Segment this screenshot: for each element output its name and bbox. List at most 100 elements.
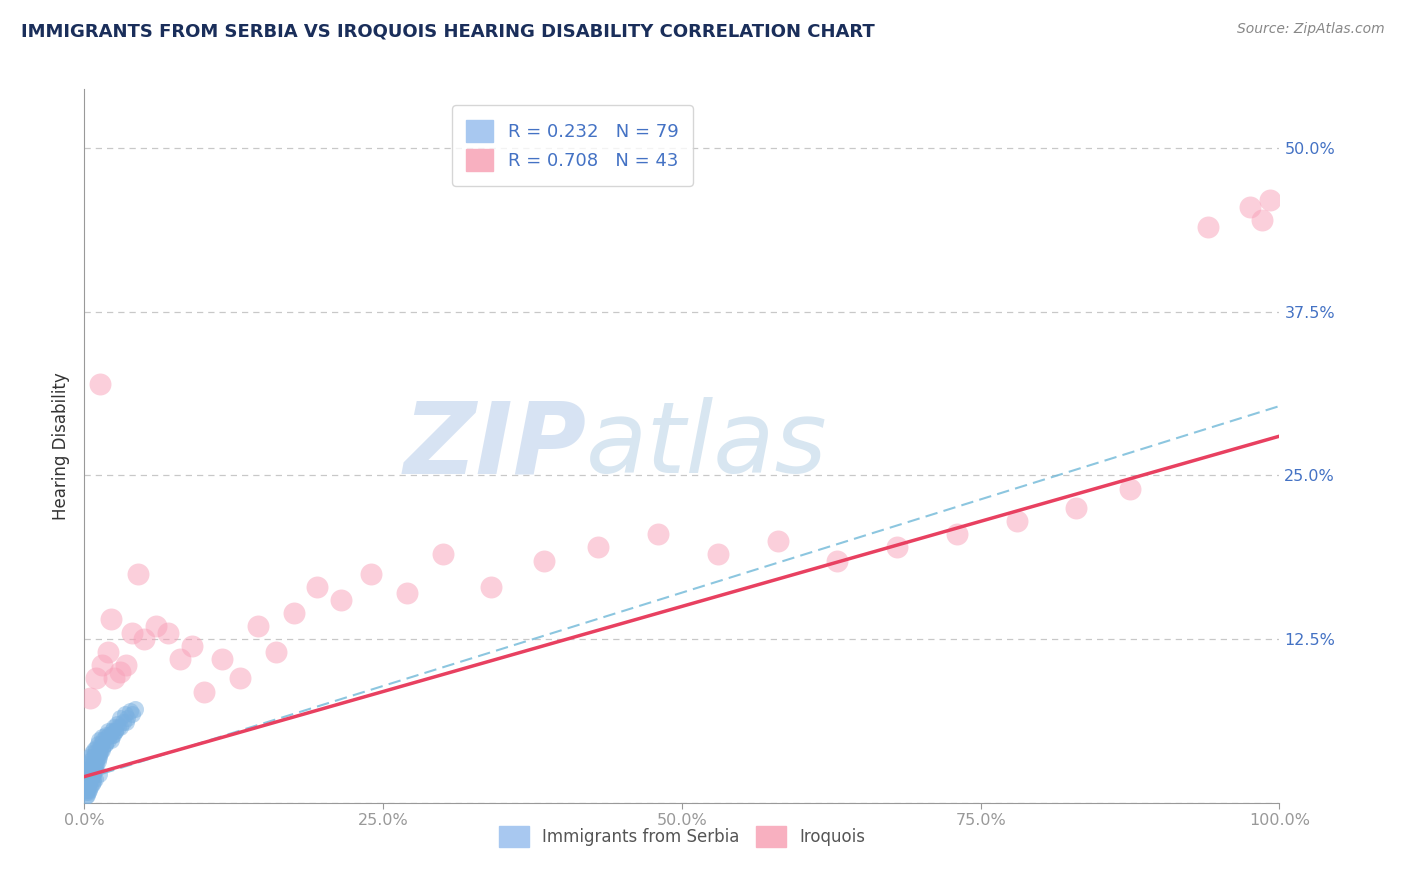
Point — [104, 723, 127, 738]
Point — [886, 541, 908, 555]
Point — [145, 619, 167, 633]
Point — [77, 750, 100, 764]
Point — [307, 580, 329, 594]
Point — [84, 763, 107, 777]
Point — [707, 547, 730, 561]
Point — [101, 728, 124, 742]
Point — [533, 553, 555, 567]
Point — [115, 714, 138, 729]
Point — [76, 763, 98, 777]
Point — [86, 750, 108, 764]
Point — [82, 767, 104, 781]
Point — [110, 720, 132, 734]
Point — [97, 723, 120, 738]
Point — [87, 733, 110, 747]
Point — [1239, 200, 1261, 214]
Point — [76, 772, 98, 787]
Point — [82, 772, 104, 787]
Point — [360, 566, 382, 581]
Point — [79, 772, 101, 787]
Point — [77, 767, 100, 781]
Point — [110, 711, 132, 725]
Point — [79, 780, 101, 794]
Point — [80, 770, 103, 784]
Point — [89, 740, 111, 755]
Point — [83, 756, 105, 771]
Point — [432, 547, 454, 561]
Point — [110, 665, 132, 679]
Point — [93, 737, 115, 751]
Point — [75, 789, 97, 804]
Point — [396, 586, 419, 600]
Point — [121, 706, 143, 721]
Point — [193, 684, 215, 698]
Point — [1258, 194, 1281, 208]
Point — [479, 580, 502, 594]
Text: ZIP: ZIP — [404, 398, 586, 494]
Point — [330, 592, 353, 607]
Point — [132, 632, 156, 647]
Point — [82, 767, 104, 781]
Point — [76, 788, 98, 802]
Point — [94, 728, 117, 742]
Point — [89, 376, 111, 391]
Point — [86, 737, 108, 751]
Point — [77, 759, 100, 773]
Point — [79, 691, 101, 706]
Point — [946, 527, 969, 541]
Y-axis label: Hearing Disability: Hearing Disability — [52, 372, 70, 520]
Point — [105, 717, 128, 731]
Point — [98, 728, 121, 742]
Point — [117, 711, 139, 725]
Point — [91, 743, 114, 757]
Point — [86, 754, 108, 768]
Point — [111, 714, 134, 729]
Point — [181, 639, 204, 653]
Point — [75, 770, 97, 784]
Point — [86, 754, 108, 768]
Point — [1066, 501, 1088, 516]
Point — [124, 701, 146, 715]
Point — [97, 733, 120, 747]
Point — [89, 746, 111, 760]
Point — [827, 553, 849, 567]
Text: atlas: atlas — [586, 398, 828, 494]
Point — [75, 785, 97, 799]
Point — [107, 720, 129, 734]
Point — [84, 772, 107, 787]
Point — [1005, 514, 1028, 528]
Point — [121, 625, 143, 640]
Point — [77, 756, 100, 771]
Point — [246, 619, 269, 633]
Point — [101, 723, 124, 738]
Text: Source: ZipAtlas.com: Source: ZipAtlas.com — [1237, 22, 1385, 37]
Point — [83, 743, 105, 757]
Point — [80, 759, 103, 773]
Point — [77, 785, 100, 799]
Point — [91, 740, 114, 755]
Point — [97, 645, 120, 659]
Point — [1119, 482, 1142, 496]
Point — [114, 706, 136, 721]
Point — [588, 541, 610, 555]
Point — [1250, 213, 1272, 227]
Point — [86, 672, 108, 686]
Point — [86, 756, 108, 771]
Point — [93, 737, 115, 751]
Point — [101, 728, 124, 742]
Point — [766, 533, 789, 548]
Point — [87, 750, 110, 764]
Point — [211, 652, 233, 666]
Point — [80, 777, 103, 791]
Point — [283, 606, 305, 620]
Point — [84, 759, 107, 773]
Legend: Immigrants from Serbia, Iroquois: Immigrants from Serbia, Iroquois — [491, 818, 873, 855]
Point — [77, 776, 100, 790]
Text: IMMIGRANTS FROM SERBIA VS IROQUOIS HEARING DISABILITY CORRELATION CHART: IMMIGRANTS FROM SERBIA VS IROQUOIS HEARI… — [21, 22, 875, 40]
Point — [103, 720, 125, 734]
Point — [96, 731, 118, 745]
Point — [1197, 219, 1219, 234]
Point — [264, 645, 287, 659]
Point — [77, 782, 100, 797]
Point — [79, 772, 101, 787]
